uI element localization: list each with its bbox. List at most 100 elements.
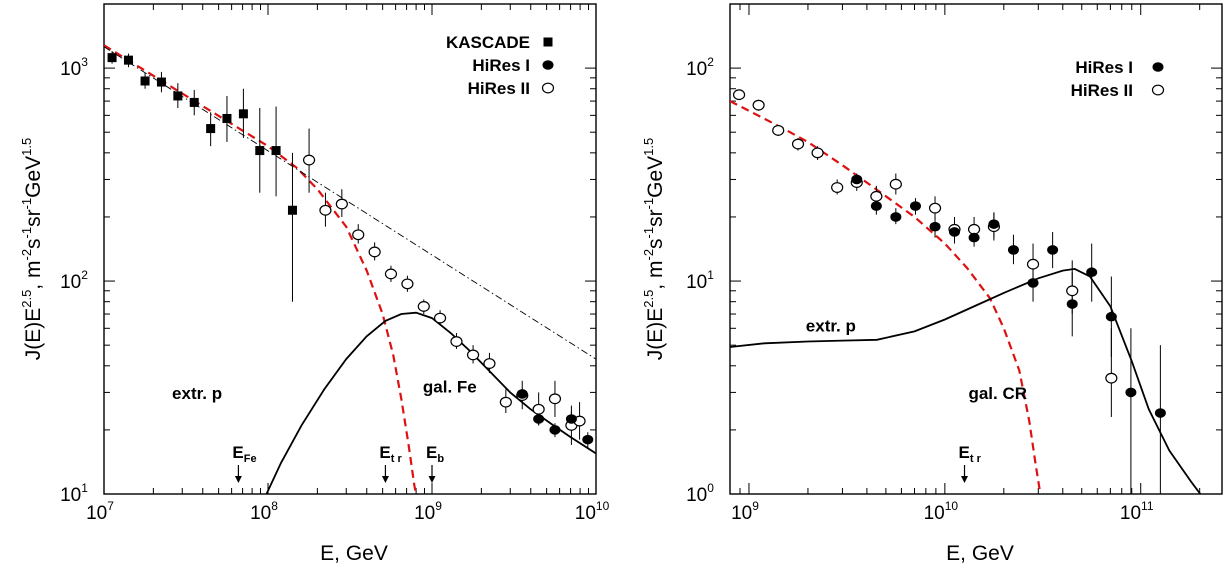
energy-marker-label: Et r [379,443,402,465]
data-point-kascade [140,76,150,86]
curve-galactic [730,100,1042,494]
data-point-hires-ii [352,229,365,241]
legend-marker [542,60,554,70]
data-point-hires-i [948,227,960,237]
curve-extragalactic-p [730,267,1202,494]
data-point-hires-i [1066,299,1078,309]
chart-panel-left: 107 108 109 1010 101 102 103 E, GeV J(E)E2.5, m-… [19,3,610,565]
data-point-hires-i [890,212,902,222]
data-point-kascade [271,146,281,156]
data-point-hires-i [516,389,528,399]
legend-label: HiRes I [1075,58,1133,77]
data-point-hires-ii [319,204,332,216]
data-point-hires-ii [928,202,942,214]
data-point-hires-i [968,232,980,243]
y-tick-label: 102 [686,55,714,80]
energy-marker-label: Eb [426,443,444,465]
curve-extragalactic-p [265,311,596,494]
data-point-hires-i [988,219,1000,229]
data-point-hires-i [1027,278,1039,288]
plot-frame [729,3,1223,495]
data-point-hires-ii [499,396,512,408]
data-point-hires-ii [1105,372,1118,384]
energy-marker-arrowhead [961,476,969,483]
x-tick-label: 109 [731,499,759,524]
data-point-hires-i [565,414,577,424]
legend-label: KASCADE [446,33,530,52]
data-point-kascade [173,91,183,101]
y-tick-label: 101 [60,481,88,506]
data-point-hires-ii [732,89,746,101]
data-point-hires-i [582,434,594,445]
curves [730,100,1202,494]
data-point-hires-ii [1066,285,1079,297]
data-point-hires-ii [466,349,480,361]
y-tick-label: 100 [686,481,714,506]
x-axis-title: E, GeV [946,542,1014,565]
legend-marker [541,82,555,94]
legend-marker [543,37,553,47]
curve-power-law [104,46,596,360]
data-point-kascade [107,53,117,63]
energy-marker-arrowhead [381,476,389,483]
data-point-hires-ii [967,223,981,235]
curve-annotation: gal. CR [968,384,1027,403]
y-tick-label: 101 [686,268,714,293]
data-point-kascade [189,97,199,107]
data-point-hires-ii [450,336,463,347]
x-tick-label: 1011 [1120,499,1154,524]
energy-marker-arrowhead [428,476,436,483]
data-point-hires-i [1105,311,1117,322]
y-axis-title: J(E)E2.5, m-2s-1sr-1GeV1.5 [19,138,45,361]
data-point-kascade [222,113,232,123]
energy-marker-arrowhead [234,476,242,483]
x-tick-label: 108 [250,499,278,524]
data-point-hires-ii [870,190,883,202]
curve-annotation: extr. p [806,316,856,335]
data-point-hires-ii [752,99,765,111]
plot-frame [103,3,597,495]
data-point-hires-ii [335,198,348,210]
data-point-hires-ii [791,138,805,150]
data-point-kascade [123,55,133,65]
data-point-hires-ii [417,301,430,312]
y-tick-label: 102 [60,268,88,293]
legend-marker [1152,62,1164,72]
data-point-hires-i [1047,245,1059,255]
data-point-hires-i [909,201,921,211]
data-point-hires-i [929,221,941,232]
data-point-hires-ii [401,278,414,290]
data-point-hires-ii [384,268,398,280]
data-point-hires-ii [811,147,824,159]
energy-marker-label: EFe [232,443,256,465]
data-point-hires-i [1154,408,1166,418]
data-point-hires-i [533,414,545,424]
y-axis-title: J(E)E2.5, m-2s-1sr-1GeV1.5 [641,138,667,361]
data-point-hires-i [1007,245,1019,255]
legend-marker [1151,84,1165,96]
chart-panel-right: 109 1010 1011 100 101 102 E, GeV J(E)E2.5, m-2s… [641,3,1223,565]
data-points [107,51,594,448]
x-tick-label: 1010 [575,499,610,524]
data-point-hires-i [851,174,863,185]
data-point-hires-i [1125,387,1137,398]
data-point-hires-ii [483,358,496,369]
data-points [732,89,1166,494]
energy-marker-label: Et r [959,443,982,465]
data-point-hires-ii [889,178,902,190]
legend-label: HiRes I [472,56,530,75]
data-point-hires-i [1086,267,1098,278]
x-tick-label: 1010 [924,499,959,524]
data-point-hires-ii [532,403,545,415]
data-point-hires-ii [548,393,562,405]
data-point-kascade [206,124,216,134]
curve-annotation: gal. Fe [423,377,477,396]
curve-annotation: extr. p [172,384,222,403]
data-point-hires-ii [433,312,447,324]
data-point-kascade [238,109,248,119]
legend-label: HiRes II [468,79,530,98]
legend-label: HiRes II [1071,81,1133,100]
data-point-kascade [287,205,297,215]
x-tick-label: 109 [414,499,442,524]
